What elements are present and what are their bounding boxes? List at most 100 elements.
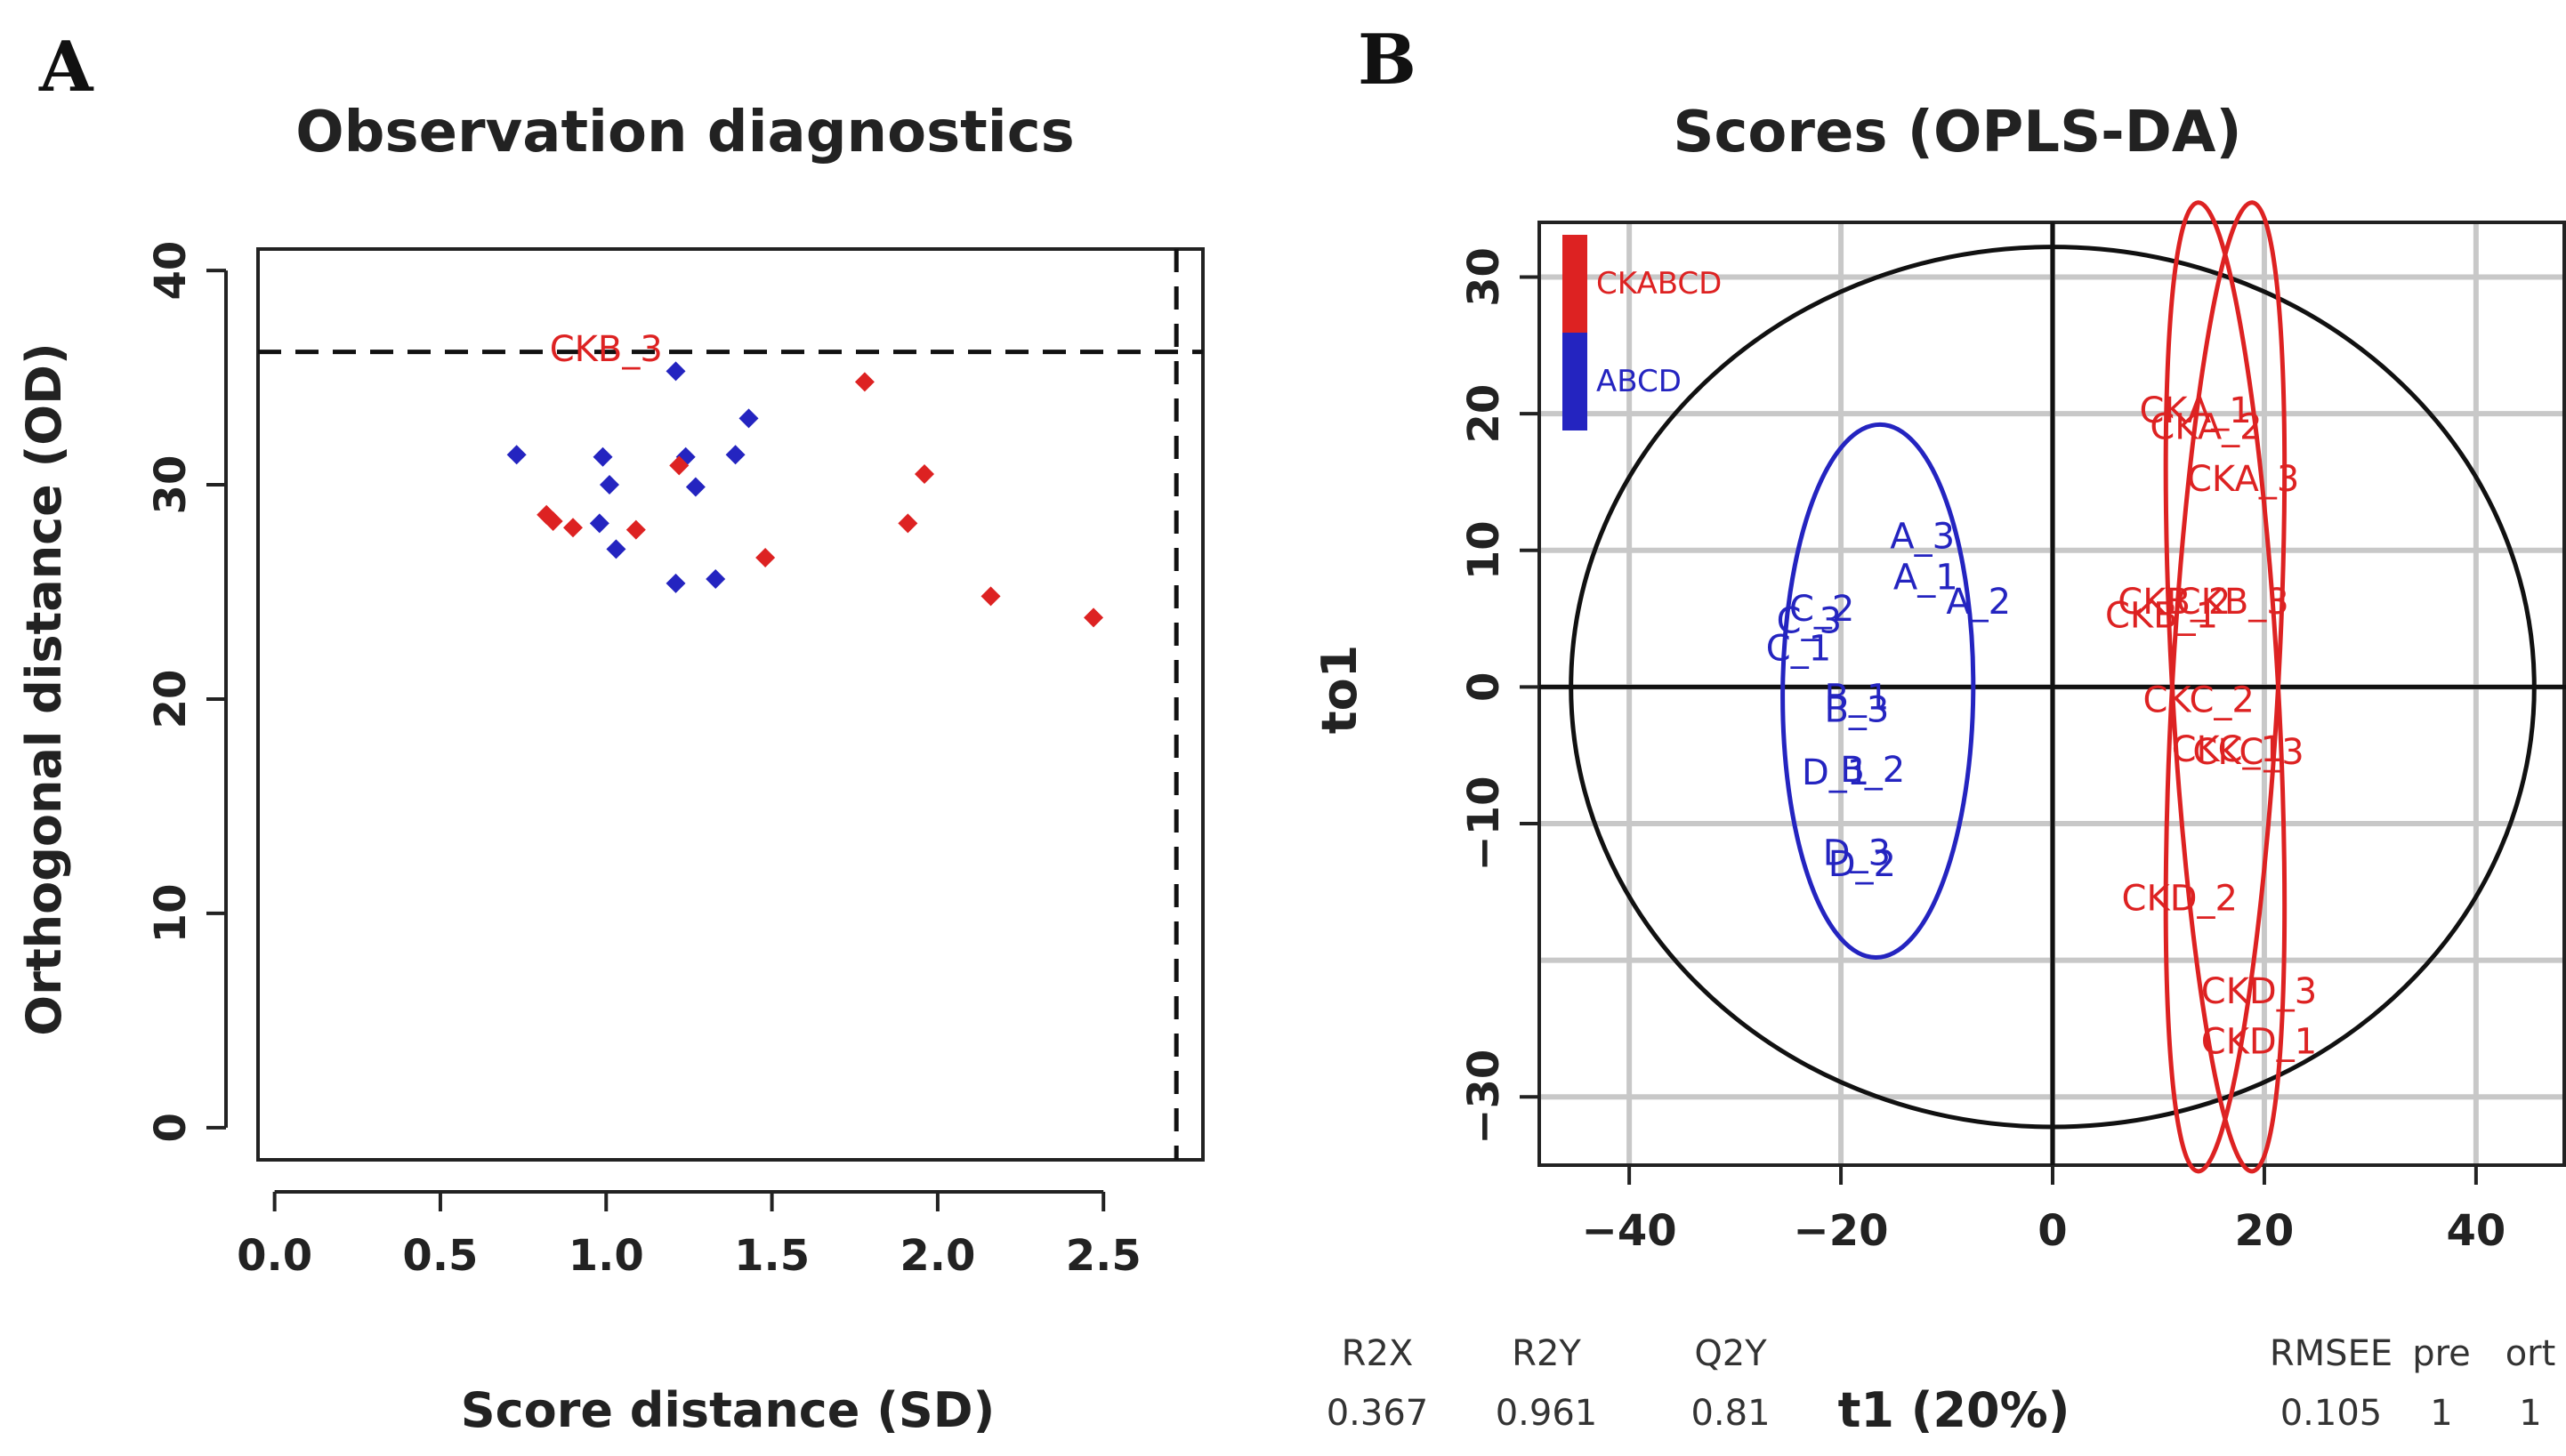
panel-a-point-abcd	[599, 475, 619, 495]
panel-b-stat-name: Q2Y	[1694, 1333, 1767, 1374]
panel-b-x-tick-label: −40	[1582, 1206, 1677, 1256]
panel-a-x-tick-label: 0.0	[237, 1231, 312, 1281]
panel-b-letter: B	[1358, 20, 1416, 101]
panel-a-y-tick-label: 30	[146, 455, 196, 515]
panel-a-point-abcd	[685, 477, 706, 497]
panel-a-point-abcd	[666, 573, 686, 593]
panel-b-sample-label: C_3	[1777, 601, 1842, 642]
panel-b-legend-swatch	[1562, 333, 1587, 430]
panel-a-y-tick-label: 0	[146, 1113, 196, 1142]
panel-a-point-abcd	[593, 446, 613, 467]
panel-a-point-abcd	[666, 361, 686, 382]
panel-b-stat-name: R2X	[1342, 1333, 1414, 1374]
panel-a-outlier-label: CKB_3	[550, 329, 663, 370]
panel-b-sample-label: B_3	[1824, 689, 1889, 730]
panel-b-legend-swatch	[1562, 235, 1587, 333]
panel-a-plot-border	[256, 247, 1205, 1162]
panel-b-stat-name: R2Y	[1512, 1333, 1581, 1374]
panel-b-sample-label: A_1	[1893, 557, 1958, 598]
panel-b-sample-label: CKB_1	[2105, 595, 2218, 636]
panel-a-y-tick-label: 40	[146, 241, 196, 301]
panel-b-sample-label: CKB_2	[2118, 582, 2231, 623]
panel-b-legend-label: CKABCD	[1596, 266, 1722, 302]
panel-b-model-stats: R2X 0.367 R2Y 0.961 Q2Y 0.81 RMSEE 0.105 pre 1 ort…	[1327, 1333, 2556, 1434]
panel-b-sample-label: B_1	[1824, 678, 1889, 719]
panel-b-sample-label: CKD_2	[2122, 878, 2238, 919]
panel-b-sample-label: C_2	[1789, 589, 1854, 630]
panel-a-point-abcd	[506, 445, 527, 465]
panel-b-sample-label: CKC_3	[2192, 732, 2304, 773]
panel-a-title: Observation diagnostics	[295, 100, 1074, 165]
panel-b-sample-label: CKA_2	[2150, 406, 2262, 447]
panel-b-group-ellipse-red	[2163, 200, 2288, 1174]
panel-b-y-tick-label: 20	[1459, 384, 1509, 444]
panel-a-letter: A	[38, 27, 94, 108]
panel-b-y-tick-label: 0	[1459, 672, 1509, 702]
panel-b-sample-label: CKD_1	[2201, 1022, 2317, 1063]
panel-a-point-abcd	[738, 408, 759, 429]
panel-b-legend-label: ABCD	[1596, 364, 1682, 399]
panel-b-sample-label: CKC_2	[2142, 680, 2254, 721]
panel-b-stat-name: ort	[2505, 1333, 2556, 1374]
panel-a-plot-area: 0.0 0.5 1.0 1.5 2.0 2.5 0 10 20 30 40 CKB_3	[146, 241, 1205, 1281]
panel-b-x-tick-label: 40	[2446, 1206, 2505, 1256]
panel-b: Scores (OPLS-DA) −40 −20 0 20 40 −30 −10 0 10 20 3…	[1311, 100, 2566, 1438]
panel-a-point-ckabcd	[755, 547, 776, 567]
panel-b-sample-label: CKD_3	[2201, 971, 2317, 1012]
panel-b-stat-value: 0.105	[2280, 1393, 2383, 1434]
panel-a-x-tick-label: 2.0	[900, 1231, 975, 1281]
panel-a-y-tick-label: 20	[146, 670, 196, 729]
panel-a-x-axis-label: Score distance (SD)	[461, 1382, 996, 1438]
panel-a-y-axis-label: Orthogonal distance (OD)	[16, 342, 72, 1035]
panel-a-point-ckabcd	[563, 518, 583, 538]
panel-a-point-abcd	[606, 539, 626, 559]
panel-b-sample-label: CKC_1	[2172, 729, 2283, 770]
panel-b-stat-name: pre	[2412, 1333, 2471, 1374]
panel-b-sample-label: D_2	[1828, 844, 1896, 885]
panel-b-sample-label: D_1	[1802, 752, 1869, 793]
panel-a-point-abcd	[706, 569, 726, 590]
panel-b-stat-name: RMSEE	[2270, 1333, 2393, 1374]
panel-b-x-tick-label: −20	[1794, 1206, 1889, 1256]
panel-a-point-ckabcd	[669, 455, 690, 476]
panel-b-stat-value: 1	[2430, 1393, 2452, 1434]
panel-b-title: Scores (OPLS-DA)	[1673, 100, 2241, 165]
panel-b-y-tick-label: 10	[1459, 520, 1509, 580]
panel-a-point-abcd	[589, 513, 609, 534]
panel-a-x-tick-label: 0.5	[402, 1231, 478, 1281]
panel-b-sample-label: CKA_3	[2187, 459, 2299, 500]
panel-a-point-abcd	[725, 445, 746, 465]
panel-a-x-tick-label: 1.0	[569, 1231, 644, 1281]
panel-b-stat-value: 0.81	[1690, 1393, 1770, 1434]
panel-a-point-ckabcd	[980, 586, 1001, 607]
panel-b-sample-label: D_3	[1823, 833, 1891, 874]
panel-a-point-ckabcd	[625, 519, 646, 540]
panel-a-point-ckabcd	[543, 511, 563, 531]
panel-b-sample-label: CKB_3	[2176, 582, 2289, 623]
panel-a: Observation diagnostics 0.0 0.5 1.0 1.5 2.0 2…	[16, 100, 1205, 1438]
panel-b-sample-label: CKA_1	[2139, 390, 2251, 431]
panel-b-y-axis-label: to1	[1311, 645, 1368, 735]
panel-b-sample-label: C_1	[1766, 628, 1831, 669]
panel-b-stat-value: 1	[2519, 1393, 2541, 1434]
panel-b-sample-label: A_2	[1946, 582, 2011, 623]
panel-a-point-ckabcd	[854, 372, 875, 392]
panel-b-group-ellipse-blue	[1780, 422, 1976, 960]
panel-b-sample-label: B_2	[1840, 750, 1905, 791]
panel-a-point-ckabcd	[898, 513, 918, 534]
panel-b-stat-value: 0.367	[1327, 1393, 1429, 1434]
panel-b-x-tick-label: 20	[2235, 1206, 2295, 1256]
panel-a-x-tick-label: 1.5	[734, 1231, 810, 1281]
panel-b-y-tick-label: 30	[1459, 247, 1509, 307]
panel-a-point-ckabcd	[914, 463, 934, 484]
panel-a-point-ckabcd	[1084, 607, 1104, 628]
panel-b-x-axis-label: t1 (20%)	[1838, 1382, 2070, 1438]
panel-a-x-tick-label: 2.5	[1066, 1231, 1142, 1281]
panel-b-confidence-circle	[1569, 245, 2537, 1130]
panel-b-x-tick-label: 0	[2037, 1206, 2067, 1256]
panel-b-sample-label: A_3	[1890, 516, 1955, 557]
panel-a-y-tick-label: 10	[146, 884, 196, 944]
panel-b-stat-value: 0.961	[1496, 1393, 1598, 1434]
